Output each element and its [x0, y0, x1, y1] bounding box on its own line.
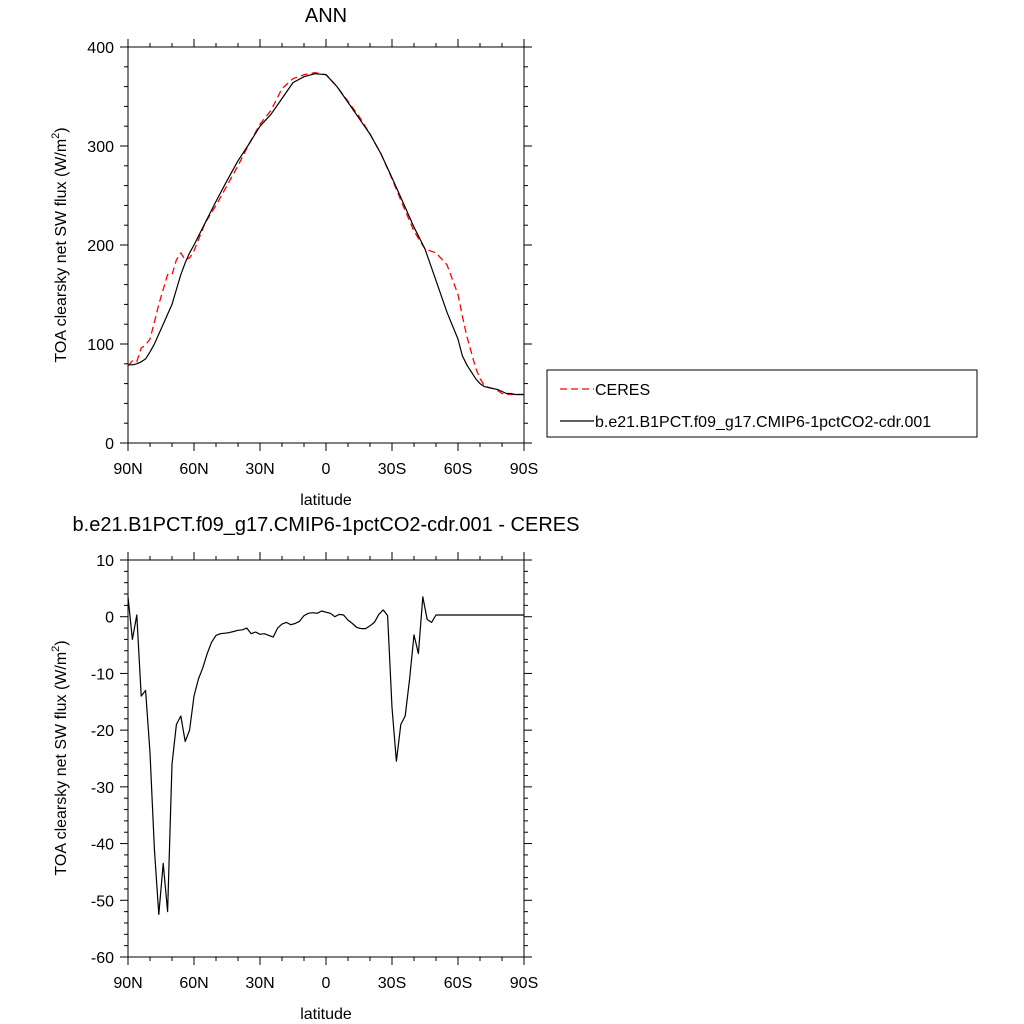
x-tick-label-90n: 90N: [113, 461, 142, 478]
y-tick-label-10: -10: [91, 666, 114, 683]
series-line-ceres: [127, 72, 524, 396]
x-axis-label: latitude: [300, 1006, 352, 1023]
x-tick-label-90s: 90S: [510, 975, 538, 992]
y-axis-label-main: TOA clearsky net SW flux (W/m: [53, 139, 70, 363]
x-tick-label-60s: 60S: [444, 975, 472, 992]
x-tick-label-30s: 30S: [378, 975, 406, 992]
y-tick-label-400: 400: [87, 40, 114, 57]
legend-label-ceres: CERES: [595, 382, 650, 399]
chart-annual-mean: ANN 90N 60N 30N 0 30S 60S 90S 0 100 200 300 400 la…: [50, 5, 978, 509]
x-tick-label-30n: 30N: [245, 975, 274, 992]
y-tick-labels: 0 100 200 300 400: [87, 40, 114, 453]
y-tick-label-50: -50: [91, 893, 114, 910]
y-axis-label-superscript: 2: [50, 133, 62, 139]
plot-frame: [127, 559, 525, 958]
legend-label-model: b.e21.B1PCT.f09_g17.CMIP6-1pctCO2-cdr.00…: [595, 414, 931, 431]
x-tick-label-30s: 30S: [378, 461, 406, 478]
x-tick-label-30n: 30N: [245, 461, 274, 478]
plot-frame: [127, 46, 525, 444]
x-tick-label-60s: 60S: [444, 461, 472, 478]
x-tick-labels: 90N 60N 30N 0 30S 60S 90S: [113, 461, 538, 478]
chart-difference: b.e21.B1PCT.f09_g17.CMIP6-1pctCO2-cdr.00…: [50, 514, 579, 1023]
x-axis-label: latitude: [300, 492, 352, 509]
x-tick-label-60n: 60N: [179, 461, 208, 478]
x-tick-label-0: 0: [322, 975, 331, 992]
x-tick-label-0: 0: [322, 461, 331, 478]
y-axis-label-tail: ): [53, 127, 70, 132]
chart-title: b.e21.B1PCT.f09_g17.CMIP6-1pctCO2-cdr.00…: [73, 514, 580, 536]
chart-title: ANN: [305, 5, 347, 27]
x-tick-label-90s: 90S: [510, 461, 538, 478]
y-tick-label-100: 100: [87, 337, 114, 354]
y-tick-label-40: -40: [91, 837, 114, 854]
series-lines: [127, 596, 524, 916]
x-tick-label-90n: 90N: [113, 975, 142, 992]
tick-marks: [120, 39, 532, 451]
series-line-b-e21-b1pct-f09-g17-cmip6-1pctco2-cdr-001: [128, 73, 524, 396]
series-lines: [127, 72, 524, 396]
tick-marks: [120, 552, 532, 965]
y-axis-label-main: TOA clearsky net SW flux (W/m: [53, 652, 70, 876]
y-tick-label-300: 300: [87, 139, 114, 156]
y-tick-label-0: 0: [105, 610, 114, 627]
series-line-difference: [127, 596, 524, 916]
y-tick-label-0: 0: [105, 436, 114, 453]
y-tick-label-200: 200: [87, 238, 114, 255]
y-axis-label: TOA clearsky net SW flux (W/m2): [50, 640, 70, 875]
y-tick-label-20: -20: [91, 723, 114, 740]
y-tick-label-60: -60: [91, 950, 114, 967]
legend: CERES b.e21.B1PCT.f09_g17.CMIP6-1pctCO2-…: [546, 369, 978, 438]
y-tick-labels: -60 -50 -40 -30 -20 -10 0 10: [91, 553, 114, 967]
y-tick-label-10: 10: [96, 553, 114, 570]
x-tick-label-60n: 60N: [179, 975, 208, 992]
y-axis-label-superscript: 2: [50, 646, 62, 652]
y-tick-label-30: -30: [91, 780, 114, 797]
y-axis-label-tail: ): [53, 640, 70, 645]
legend-box: [546, 369, 978, 438]
x-tick-labels: 90N 60N 30N 0 30S 60S 90S: [113, 975, 538, 992]
y-axis-label: TOA clearsky net SW flux (W/m2): [50, 127, 70, 362]
